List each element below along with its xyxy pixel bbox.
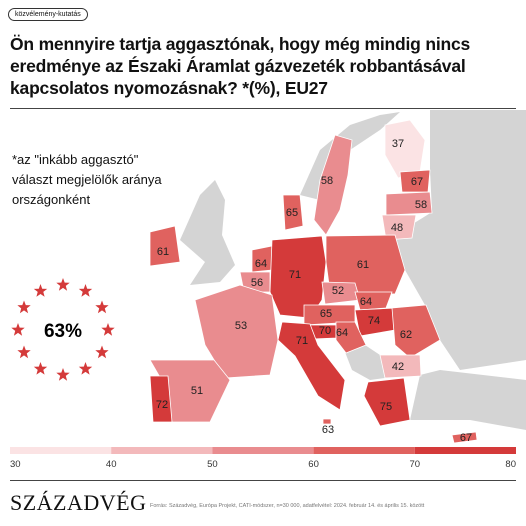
region-label: 71 bbox=[289, 269, 301, 281]
region bbox=[381, 214, 417, 241]
land bbox=[395, 110, 526, 370]
region-label: 61 bbox=[357, 259, 369, 271]
region-label: 42 bbox=[392, 361, 404, 373]
region bbox=[282, 194, 304, 231]
legend-swatch bbox=[313, 447, 415, 454]
legend-tick-label: 60 bbox=[308, 459, 319, 470]
eu-star bbox=[95, 345, 109, 359]
region-label: 75 bbox=[380, 401, 392, 413]
region-label: 72 bbox=[156, 399, 168, 411]
tag: közvélemény-kutatás bbox=[8, 8, 88, 21]
eu-star bbox=[101, 323, 115, 336]
region-label: 74 bbox=[368, 315, 380, 327]
eu-star bbox=[78, 362, 93, 375]
legend-tick-label: 30 bbox=[10, 459, 21, 470]
region-label: 52 bbox=[332, 285, 344, 297]
non-eu-land bbox=[180, 110, 526, 430]
region-label: 62 bbox=[400, 329, 412, 341]
region-label: 71 bbox=[296, 335, 308, 347]
eu-star bbox=[17, 345, 31, 359]
region-label: 51 bbox=[191, 385, 203, 397]
divider bbox=[10, 480, 516, 481]
region-label: 56 bbox=[251, 277, 263, 289]
region bbox=[313, 134, 353, 236]
eu-star bbox=[56, 368, 70, 381]
legend-swatch bbox=[414, 447, 516, 454]
logo: SZÁZADVÉG bbox=[10, 490, 147, 515]
region-label: 64 bbox=[255, 258, 267, 270]
region bbox=[363, 377, 411, 427]
region-label: 64 bbox=[336, 327, 348, 339]
region bbox=[354, 291, 393, 311]
legend-swatch bbox=[10, 447, 112, 454]
region bbox=[379, 354, 422, 379]
eu-star bbox=[33, 362, 48, 375]
region-label: 58 bbox=[415, 199, 427, 211]
region bbox=[451, 431, 478, 444]
eu-star bbox=[17, 300, 31, 314]
region-label: 61 bbox=[157, 246, 169, 258]
eu-star bbox=[78, 284, 93, 297]
legend-tick-label: 80 bbox=[505, 459, 516, 470]
title: Ön mennyire tartja aggasztónak, hogy még… bbox=[10, 34, 471, 98]
legend-tick-label: 70 bbox=[410, 459, 421, 470]
land bbox=[180, 180, 235, 285]
land bbox=[345, 345, 385, 380]
eu-star bbox=[56, 278, 70, 291]
region-label: 67 bbox=[411, 176, 423, 188]
region bbox=[149, 375, 173, 423]
region bbox=[385, 191, 433, 216]
region bbox=[391, 304, 441, 359]
region-label: 48 bbox=[391, 222, 403, 234]
region bbox=[322, 418, 332, 425]
legend-swatch bbox=[111, 447, 213, 454]
legend-tick-label: 50 bbox=[207, 459, 218, 470]
region bbox=[335, 321, 367, 354]
eu-value: 63% bbox=[44, 321, 82, 342]
source: Forrás: Századvég, Európa Projekt, CATI-… bbox=[150, 503, 425, 509]
divider bbox=[10, 108, 516, 109]
region bbox=[325, 234, 406, 295]
note: *az "inkább aggasztó" választ megjelölők… bbox=[12, 152, 162, 207]
region bbox=[194, 284, 279, 379]
region-label: 65 bbox=[286, 207, 298, 219]
region bbox=[149, 225, 181, 267]
eu-star bbox=[33, 284, 48, 297]
region-label: 37 bbox=[392, 138, 404, 150]
region-label: 67 bbox=[460, 432, 472, 444]
region-label: 58 bbox=[321, 175, 333, 187]
eu-star bbox=[11, 323, 25, 336]
legend-tick-label: 40 bbox=[106, 459, 117, 470]
region-label: 70 bbox=[319, 325, 331, 337]
region-label: 64 bbox=[360, 296, 372, 308]
region bbox=[277, 321, 346, 411]
land bbox=[410, 370, 526, 430]
region-label: 63 bbox=[322, 424, 334, 436]
eu-star bbox=[95, 300, 109, 314]
region-label: 65 bbox=[320, 308, 332, 320]
region-label: 53 bbox=[235, 320, 247, 332]
legend-swatch bbox=[212, 447, 314, 454]
